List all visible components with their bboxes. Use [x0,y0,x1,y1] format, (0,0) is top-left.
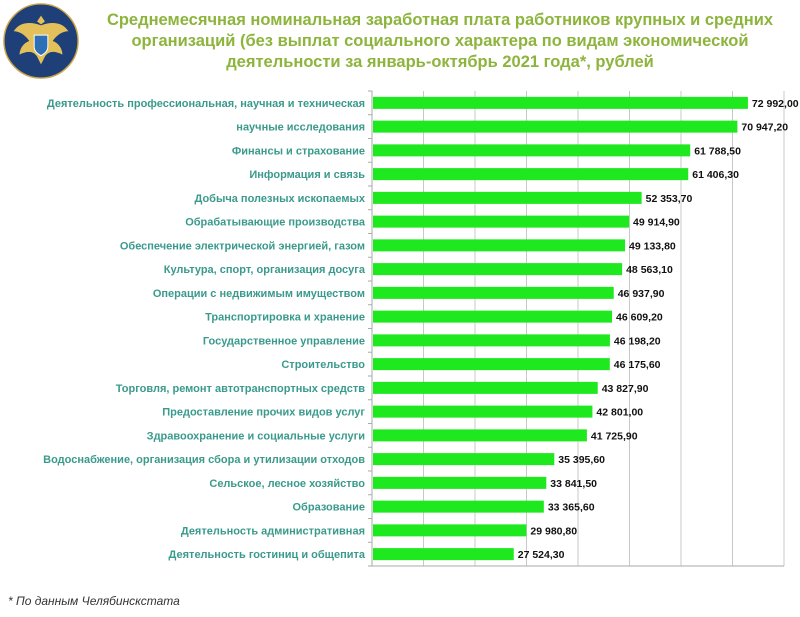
value-label: 46 175,60 [614,359,661,371]
value-label: 52 353,70 [646,193,693,205]
value-label: 46 937,90 [618,288,665,300]
value-label: 46 198,20 [614,335,661,347]
category-label: Обрабатывающие производства [185,217,366,229]
category-label: Деятельность профессиональная, научная и… [47,98,365,110]
bar [373,168,689,181]
category-label: Строительство [281,359,365,371]
category-label: научные исследования [236,122,365,134]
bar [373,310,613,323]
category-label: Информация и связь [249,169,365,181]
category-label: Предоставление прочих видов услуг [162,407,365,419]
category-label: Добыча полезных ископаемых [194,193,365,205]
chart-title: Среднемесячная номинальная заработная пл… [106,11,774,71]
value-label: 33 841,50 [550,478,597,490]
value-label: 29 980,80 [530,525,577,537]
bar [373,381,598,394]
bar [373,191,642,204]
category-label: Обеспечение электрической энергией, газо… [120,240,365,252]
bar [373,429,587,442]
bar [373,215,630,228]
category-label: Финансы и страхование [232,145,365,157]
bar [373,548,514,561]
bar [373,286,614,299]
bar [373,405,593,418]
value-label: 72 992,00 [752,98,799,110]
category-label: Государственное управление [203,335,365,347]
category-label: Здравоохранение и социальные услуги [147,430,365,442]
value-label: 35 395,60 [558,454,605,466]
value-label: 41 725,90 [591,430,638,442]
value-label: 43 827,90 [602,383,649,395]
value-label: 48 563,10 [626,264,673,276]
value-label: 46 609,20 [616,312,663,324]
value-label: 61 788,50 [694,145,741,157]
value-label: 33 365,60 [548,502,595,514]
value-label: 42 801,00 [596,407,643,419]
value-label: 27 524,30 [518,549,565,561]
bar [373,524,527,537]
bar [373,334,610,347]
category-label: Операции с недвижимым имуществом [153,288,365,300]
category-label: Транспортировка и хранение [205,312,365,324]
value-label: 49 133,80 [629,240,676,252]
value-label: 61 406,30 [692,169,739,181]
footnote: * По данным Челябинскстата [8,594,180,608]
category-label: Культура, спорт, организация досуга [164,264,366,276]
bar [373,500,544,513]
value-label: 70 947,20 [741,122,788,134]
category-label: Образование [293,502,366,514]
category-label: Деятельность гостиниц и общепита [169,549,366,561]
value-label: 49 914,90 [633,217,680,229]
bar [373,96,748,109]
category-label: Деятельность административная [181,525,365,537]
bar [373,476,547,489]
bar [373,263,623,276]
bar [373,239,626,252]
category-label: Торговля, ремонт автотранспортных средст… [116,383,365,395]
bar [373,358,610,371]
bar [373,453,555,466]
bar [373,120,738,133]
category-label: Водоснабжение, организация сбора и утили… [43,454,365,466]
bar [373,144,691,157]
category-label: Сельское, лесное хозяйство [209,478,365,490]
emblem-logo [3,3,79,79]
